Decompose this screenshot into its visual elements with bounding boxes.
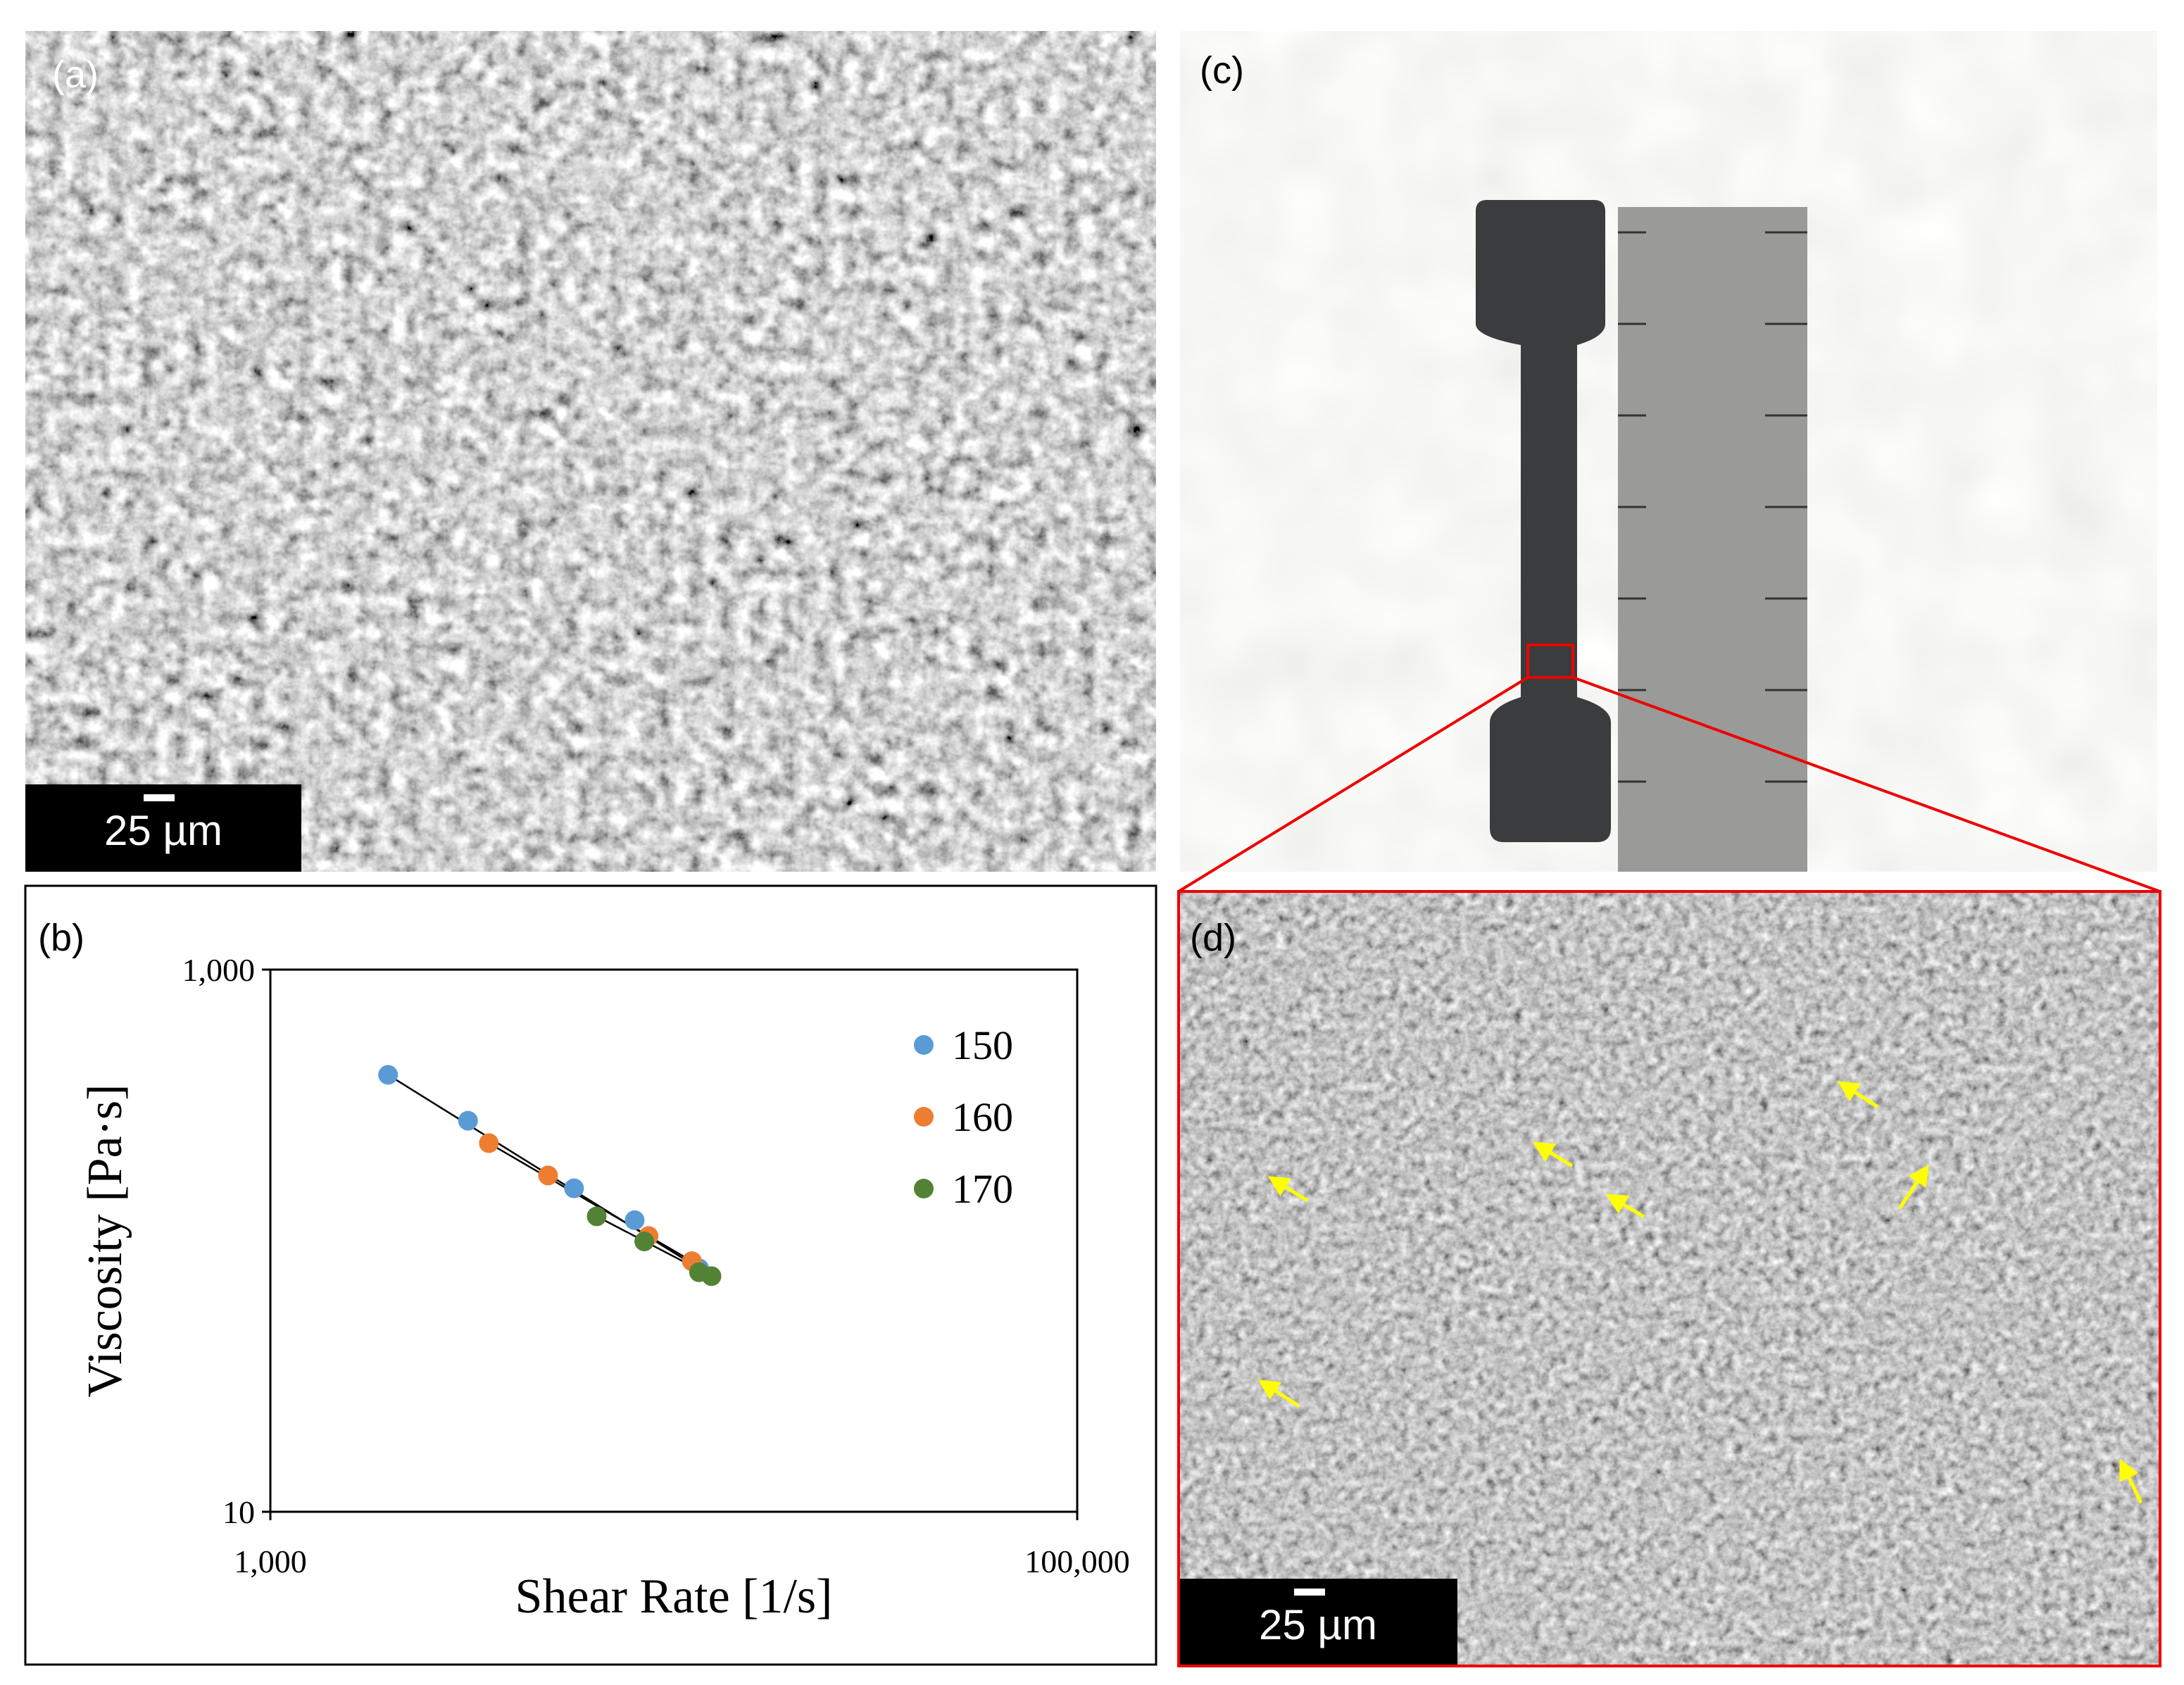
panel-d: 25 µm (d) bbox=[1177, 890, 2161, 1667]
plot-area bbox=[269, 968, 1079, 1513]
x-tick-label: 1,000 bbox=[234, 1543, 307, 1579]
scale-bar-label: 25 µm bbox=[104, 807, 222, 854]
legend-label: 170 bbox=[952, 1166, 1013, 1212]
point bbox=[564, 1178, 584, 1198]
point bbox=[586, 1206, 607, 1227]
legend-label: 150 bbox=[952, 1022, 1013, 1068]
y-axis-title: Viscosity [Pa·s] bbox=[78, 1084, 132, 1398]
panel-label: (d) bbox=[1190, 917, 1236, 959]
panel-a: 25 µm (a) bbox=[25, 31, 1156, 872]
ruler bbox=[1618, 207, 1807, 872]
y-tick-label: 1,000 bbox=[182, 952, 256, 988]
zoom-line bbox=[1177, 676, 1529, 893]
sem-image bbox=[1179, 891, 2160, 1666]
panel-label: (a) bbox=[52, 54, 99, 96]
zoom-box bbox=[1526, 644, 1574, 679]
x-axis-title: Shear Rate [1/s] bbox=[515, 1570, 833, 1624]
y-tick-label: 10 bbox=[222, 1494, 255, 1530]
panel-label: (b) bbox=[38, 917, 84, 959]
point bbox=[701, 1266, 722, 1286]
legend-label: 160 bbox=[952, 1094, 1013, 1140]
point bbox=[458, 1110, 478, 1131]
scale-bar bbox=[1294, 1589, 1325, 1596]
panel-label: (c) bbox=[1200, 49, 1244, 92]
ruler-ticks bbox=[1618, 231, 1807, 783]
point bbox=[625, 1210, 645, 1230]
specimen bbox=[1476, 200, 1611, 842]
sem-image bbox=[25, 31, 1156, 872]
arrows bbox=[1257, 1081, 2143, 1504]
panel-c: (c) bbox=[1180, 31, 2157, 872]
scale-bar-label: 25 µm bbox=[1259, 1601, 1377, 1648]
legend-marker bbox=[914, 1107, 934, 1127]
scale-bar bbox=[144, 794, 175, 801]
point bbox=[538, 1165, 558, 1186]
legend-marker bbox=[914, 1179, 934, 1198]
trend-line bbox=[488, 1142, 693, 1263]
legend-marker bbox=[914, 1035, 934, 1055]
panel-border bbox=[24, 884, 1157, 1666]
panel-b: (b) Shear Rate [1/s] Viscosity [Pa·s] 10… bbox=[24, 884, 1157, 1666]
zoom-line bbox=[1572, 676, 2161, 893]
x-tick-label: 100,000 bbox=[1024, 1543, 1130, 1579]
point bbox=[479, 1133, 499, 1153]
point bbox=[378, 1065, 398, 1085]
point bbox=[634, 1232, 655, 1252]
panel-border bbox=[1177, 890, 2161, 1667]
